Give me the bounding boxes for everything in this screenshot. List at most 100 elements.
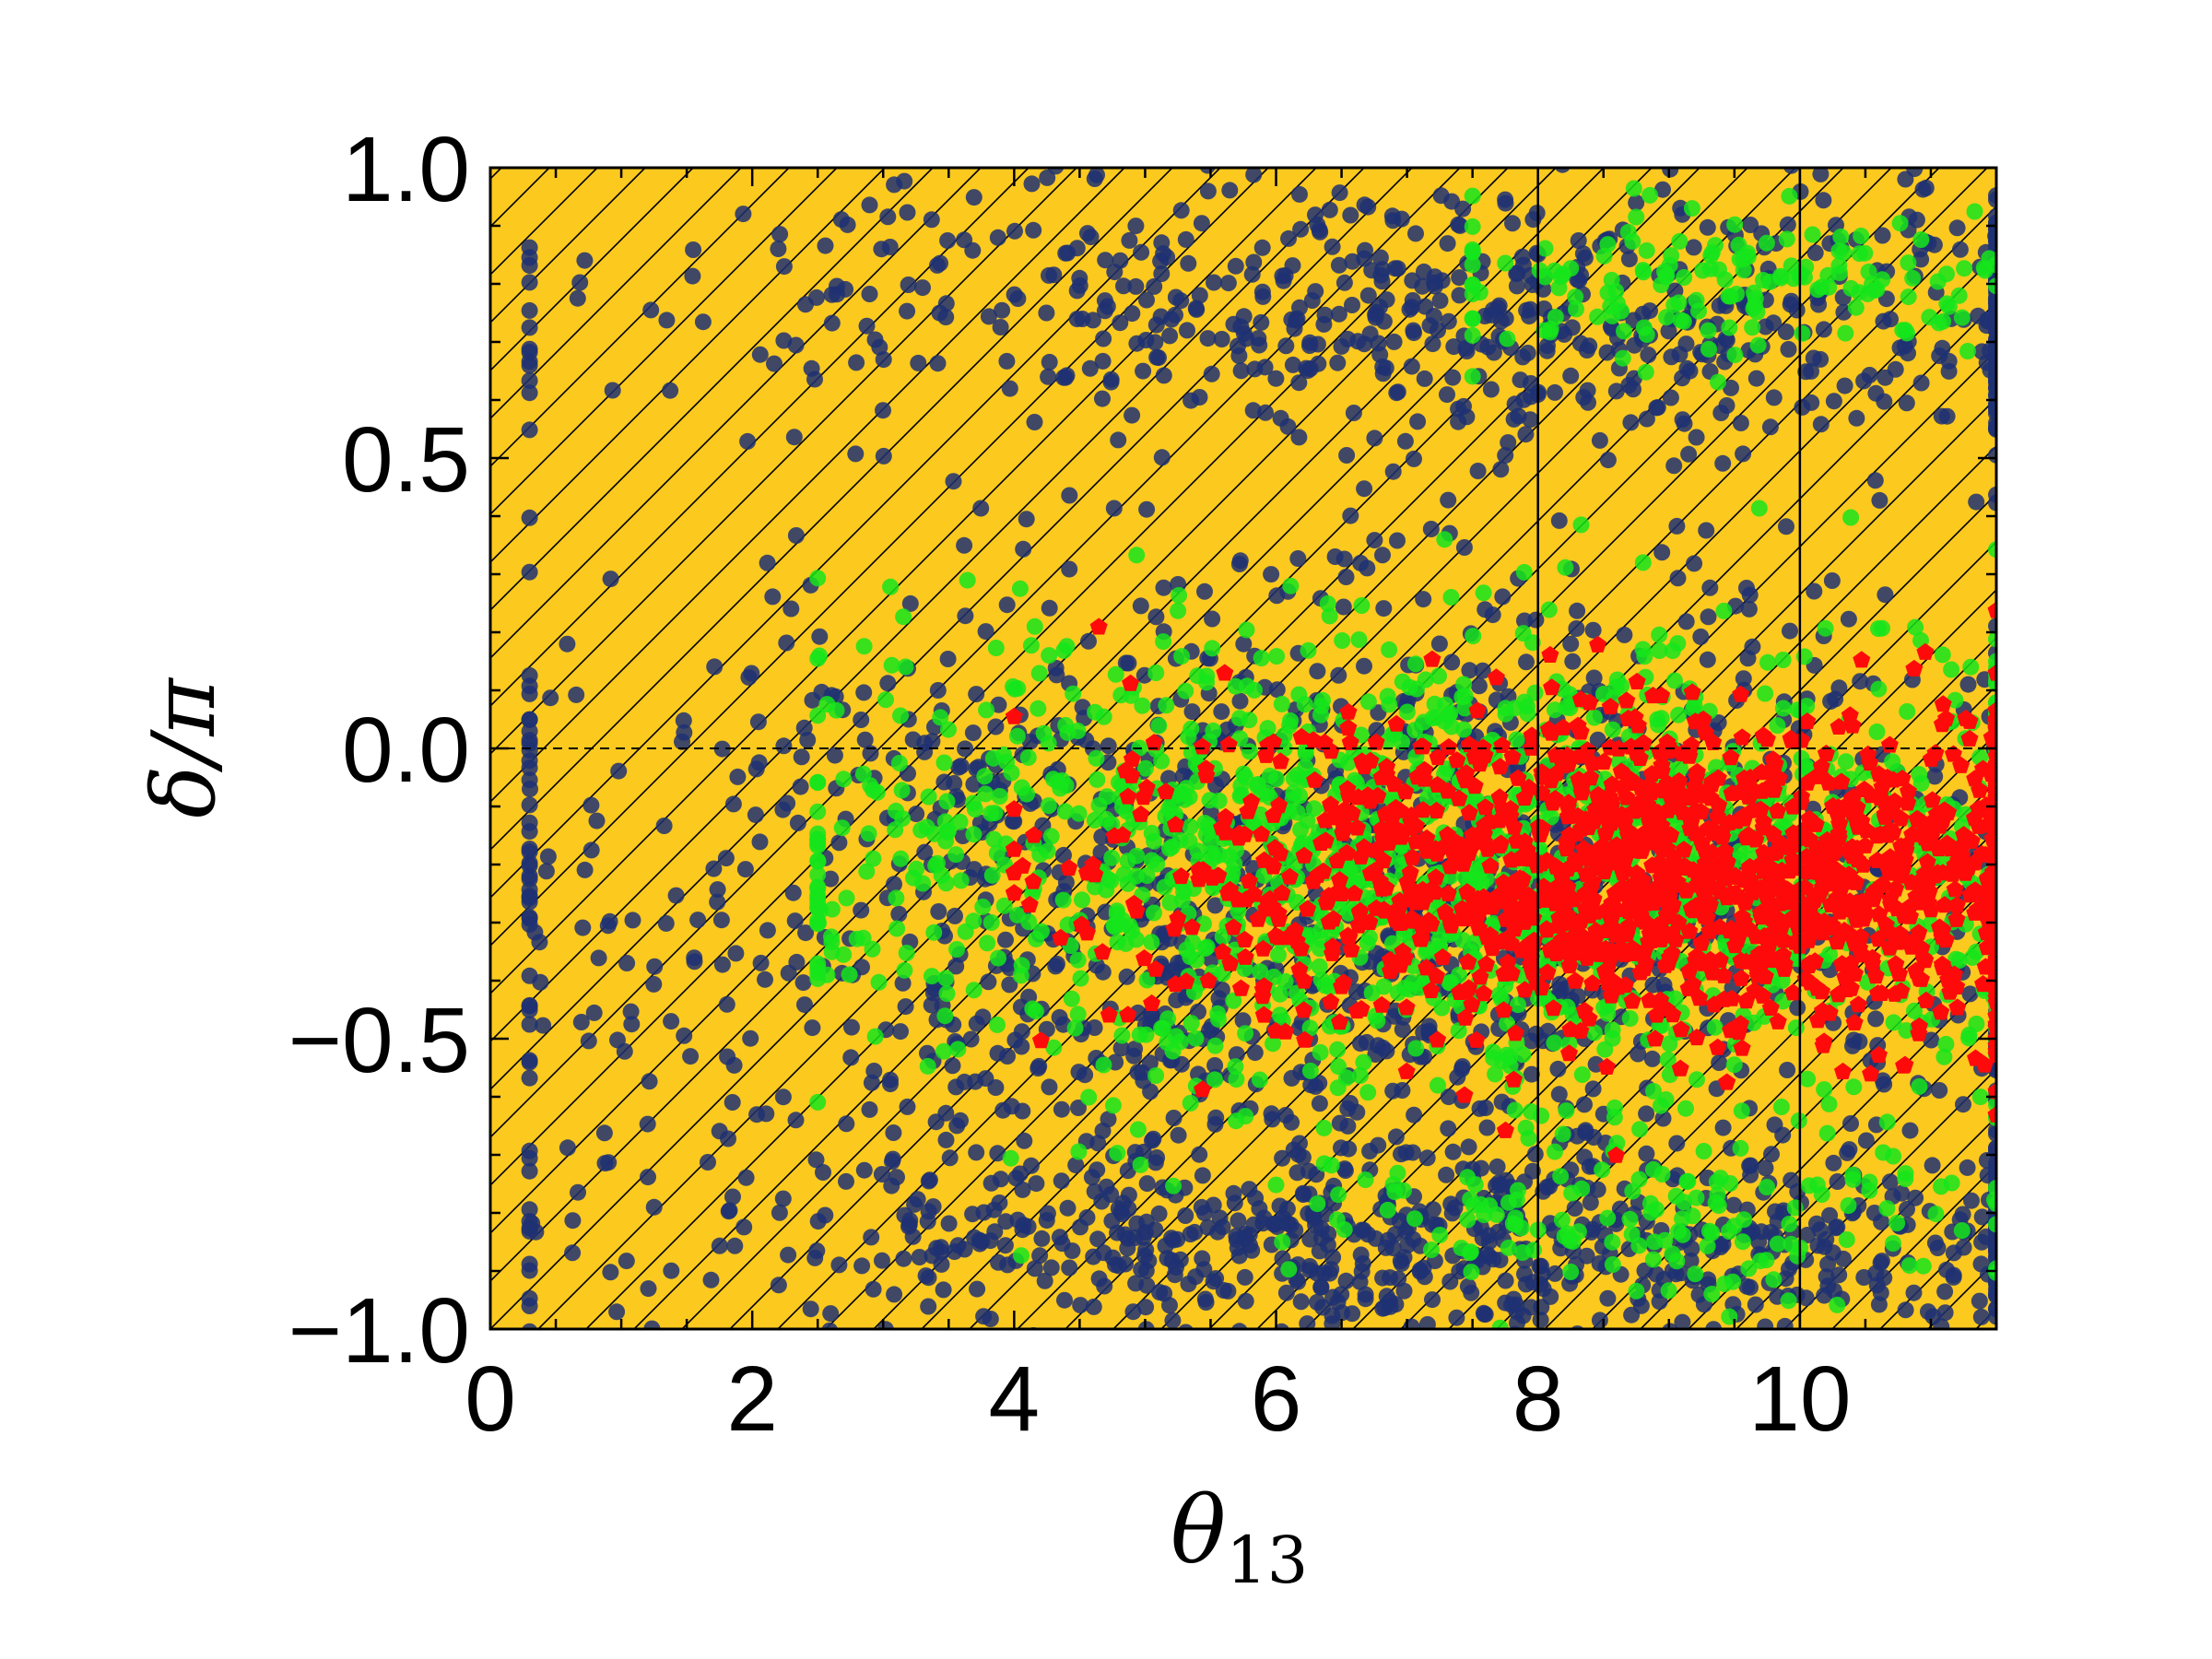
data-point (1602, 298, 1619, 315)
data-point (1253, 239, 1271, 256)
data-point (1315, 1119, 1333, 1136)
data-point (789, 814, 806, 831)
data-point (1059, 1199, 1077, 1217)
data-point (1085, 1298, 1102, 1315)
data-point (995, 897, 1013, 914)
data-point (830, 834, 848, 852)
data-point (1925, 236, 1943, 253)
data-point (828, 701, 845, 719)
data-point (809, 803, 827, 820)
data-point (1562, 260, 1580, 277)
data-point (924, 968, 940, 985)
data-point (1168, 992, 1185, 1009)
data-point (1448, 1309, 1465, 1326)
data-point (1866, 472, 1884, 489)
data-point (999, 1256, 1017, 1274)
data-point (1559, 1225, 1576, 1242)
data-point (1474, 1230, 1491, 1247)
series-2 (1005, 601, 1996, 1163)
data-point (1554, 1125, 1571, 1143)
data-point (1356, 480, 1373, 498)
data-point (1699, 218, 1716, 236)
data-point (1936, 1283, 1954, 1300)
data-point (1462, 1191, 1479, 1208)
data-point (1228, 841, 1244, 859)
data-point (899, 1098, 916, 1115)
data-point (1197, 1294, 1215, 1311)
data-point (1845, 1078, 1863, 1096)
data-point (752, 954, 770, 971)
data-point (1757, 685, 1774, 702)
data-point (1557, 559, 1574, 576)
data-point (939, 232, 957, 249)
data-point (1674, 370, 1691, 387)
data-point (1127, 218, 1145, 235)
data-point (892, 707, 909, 724)
data-point (1107, 1256, 1124, 1274)
hatch-line (490, 168, 982, 660)
data-point (1006, 222, 1023, 240)
data-point (1646, 1233, 1663, 1251)
data-point (1336, 1160, 1353, 1178)
data-point (1634, 262, 1652, 279)
data-point (1829, 1218, 1846, 1236)
data-point (796, 996, 813, 1014)
data-point (1907, 1189, 1924, 1206)
data-point (1071, 276, 1088, 294)
data-point (1712, 405, 1730, 421)
data-point (1041, 647, 1058, 665)
data-point (1070, 1100, 1087, 1116)
data-point (807, 1151, 825, 1169)
data-point (1988, 308, 1996, 325)
data-point (1815, 192, 1832, 209)
data-point (1137, 1299, 1155, 1316)
data-point (1838, 1231, 1855, 1248)
data-point (1405, 322, 1422, 339)
data-point (1660, 1282, 1677, 1300)
data-point (1267, 1176, 1285, 1194)
data-point (1553, 1211, 1571, 1229)
data-point (1959, 343, 1976, 359)
data-point (1700, 322, 1717, 339)
data-point (1542, 808, 1559, 826)
data-point (877, 1321, 894, 1329)
data-point (1150, 717, 1168, 735)
data-point (949, 1041, 967, 1058)
data-point (1562, 635, 1580, 653)
data-point (1795, 648, 1813, 665)
data-point (1337, 569, 1355, 585)
data-point (809, 878, 827, 896)
data-point (1735, 262, 1752, 278)
data-point (1290, 429, 1308, 446)
data-point (1988, 653, 1996, 670)
data-point (1072, 1297, 1089, 1314)
data-point (1505, 1070, 1523, 1088)
data-point (1515, 563, 1533, 581)
data-point (542, 689, 559, 707)
data-point (1477, 1100, 1494, 1117)
data-point (1219, 275, 1237, 292)
data-point (1927, 1206, 1945, 1223)
data-point (1301, 360, 1319, 377)
data-point (1514, 1046, 1532, 1064)
data-point (1535, 1280, 1552, 1298)
data-point (1296, 696, 1313, 713)
data-point (1835, 244, 1853, 261)
data-point (1666, 990, 1684, 1007)
data-point (1339, 719, 1358, 736)
data-point (1885, 1014, 1902, 1031)
data-point (1403, 1318, 1420, 1329)
data-point (1891, 215, 1909, 232)
data-point (1937, 1035, 1955, 1053)
data-point (1268, 587, 1286, 605)
data-point (1277, 1284, 1295, 1301)
data-point (1359, 287, 1377, 304)
data-point (1685, 239, 1702, 256)
data-point (1382, 1298, 1399, 1315)
data-point (835, 771, 853, 788)
data-point (1109, 1145, 1126, 1162)
data-point (1275, 272, 1292, 289)
data-point (1251, 1071, 1268, 1088)
data-point (1146, 277, 1163, 295)
data-point (965, 189, 982, 206)
